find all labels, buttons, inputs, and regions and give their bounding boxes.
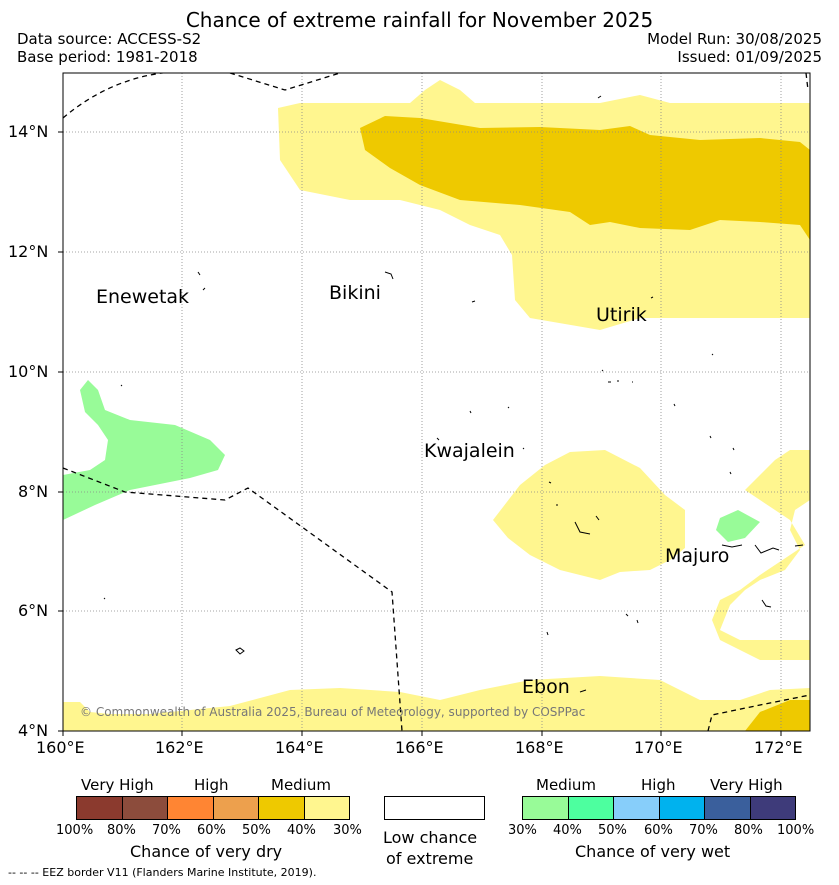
issued-text: Issued: 01/09/2025 bbox=[677, 48, 822, 66]
dry-swatch-2 bbox=[121, 796, 168, 820]
wet-level-very-high: Very High bbox=[710, 776, 783, 794]
wet-medium-region-west bbox=[63, 380, 225, 520]
wet-tick-80: 80% bbox=[734, 823, 763, 838]
wet-swatch-4 bbox=[658, 796, 705, 820]
lat-label-4n: 4°N bbox=[18, 721, 49, 740]
islands bbox=[103, 95, 804, 693]
lat-label-8n: 8°N bbox=[18, 482, 49, 501]
dry-tick-60: 60% bbox=[197, 823, 226, 838]
wet-medium-region-east bbox=[716, 510, 760, 542]
dry-level-very-high: Very High bbox=[81, 776, 154, 794]
place-label-utirik: Utirik bbox=[596, 304, 647, 326]
low-chance-label-1: Low chance bbox=[383, 828, 478, 847]
eez-border-note: -- -- -- EEZ border V11 (Flanders Marine… bbox=[8, 866, 317, 879]
dry-tick-50: 50% bbox=[242, 823, 271, 838]
low-chance-swatch bbox=[384, 796, 485, 820]
wet-swatch-2 bbox=[567, 796, 614, 820]
lat-label-6n: 6°N bbox=[18, 601, 49, 620]
eez-borders bbox=[63, 73, 810, 731]
dry-level-medium: Medium bbox=[271, 776, 331, 794]
dry-swatch-3 bbox=[167, 796, 214, 820]
dry-swatch-6 bbox=[303, 796, 350, 820]
dry-swatch-5 bbox=[258, 796, 305, 820]
place-label-ebon: Ebon bbox=[522, 676, 570, 698]
wet-swatch-6 bbox=[749, 796, 796, 820]
dry-swatch-4 bbox=[212, 796, 259, 820]
lat-label-14n: 14°N bbox=[8, 122, 49, 141]
dry-level-high: High bbox=[194, 776, 229, 794]
wet-level-medium: Medium bbox=[536, 776, 596, 794]
place-label-majuro: Majuro bbox=[665, 545, 730, 567]
wet-tick-30: 30% bbox=[508, 823, 537, 838]
wet-swatch-3 bbox=[613, 796, 660, 820]
lon-label-170e: 170°E bbox=[634, 738, 683, 757]
dry-tick-80: 80% bbox=[107, 823, 136, 838]
model-run-text: Model Run: 30/08/2025 bbox=[647, 30, 822, 48]
wet-swatch-5 bbox=[704, 796, 751, 820]
low-chance-label-2: of extreme bbox=[386, 849, 474, 868]
wet-tick-40: 40% bbox=[553, 823, 582, 838]
dry-medium-region-far-south bbox=[63, 676, 810, 731]
lon-label-162e: 162°E bbox=[155, 738, 204, 757]
dry-tick-30: 30% bbox=[333, 823, 362, 838]
wet-legend-title: Chance of very wet bbox=[575, 842, 731, 861]
wet-tick-60: 60% bbox=[644, 823, 673, 838]
lon-label-168e: 168°E bbox=[515, 738, 564, 757]
lat-label-12n: 12°N bbox=[8, 242, 49, 261]
dry-legend-title: Chance of very dry bbox=[130, 842, 283, 861]
lon-label-172e: 172°E bbox=[754, 738, 803, 757]
wet-tick-50: 50% bbox=[598, 823, 627, 838]
dry-tick-40: 40% bbox=[287, 823, 316, 838]
place-label-kwajalein: Kwajalein bbox=[424, 440, 515, 462]
wet-swatch-1 bbox=[522, 796, 569, 820]
place-label-enewetak: Enewetak bbox=[96, 286, 190, 308]
wet-level-high: High bbox=[641, 776, 676, 794]
data-source-text: Data source: ACCESS-S2 bbox=[17, 30, 202, 48]
dry-medium-dark-region-southeast bbox=[745, 700, 810, 731]
place-label-bikini: Bikini bbox=[329, 282, 381, 304]
dry-tick-100: 100% bbox=[56, 823, 94, 838]
map-title: Chance of extreme rainfall for November … bbox=[185, 8, 654, 32]
lon-label-164e: 164°E bbox=[275, 738, 324, 757]
dry-medium-region-east bbox=[712, 450, 810, 660]
base-period-text: Base period: 1981-2018 bbox=[17, 48, 198, 66]
dry-tick-70: 70% bbox=[152, 823, 181, 838]
lon-label-160e: 160°E bbox=[36, 738, 85, 757]
dry-swatch-1 bbox=[76, 796, 123, 820]
tick-marks bbox=[58, 131, 782, 736]
wet-tick-70: 70% bbox=[689, 823, 718, 838]
lon-label-166e: 166°E bbox=[395, 738, 444, 757]
copyright-text: © Commonwealth of Australia 2025, Bureau… bbox=[80, 705, 586, 719]
wet-tick-100: 100% bbox=[777, 823, 815, 838]
map-frame bbox=[62, 72, 811, 732]
dry-medium-region-south bbox=[493, 450, 685, 580]
dry-medium-dark-region-north bbox=[360, 116, 810, 240]
map-canvas bbox=[63, 73, 810, 731]
lat-label-10n: 10°N bbox=[8, 362, 49, 381]
